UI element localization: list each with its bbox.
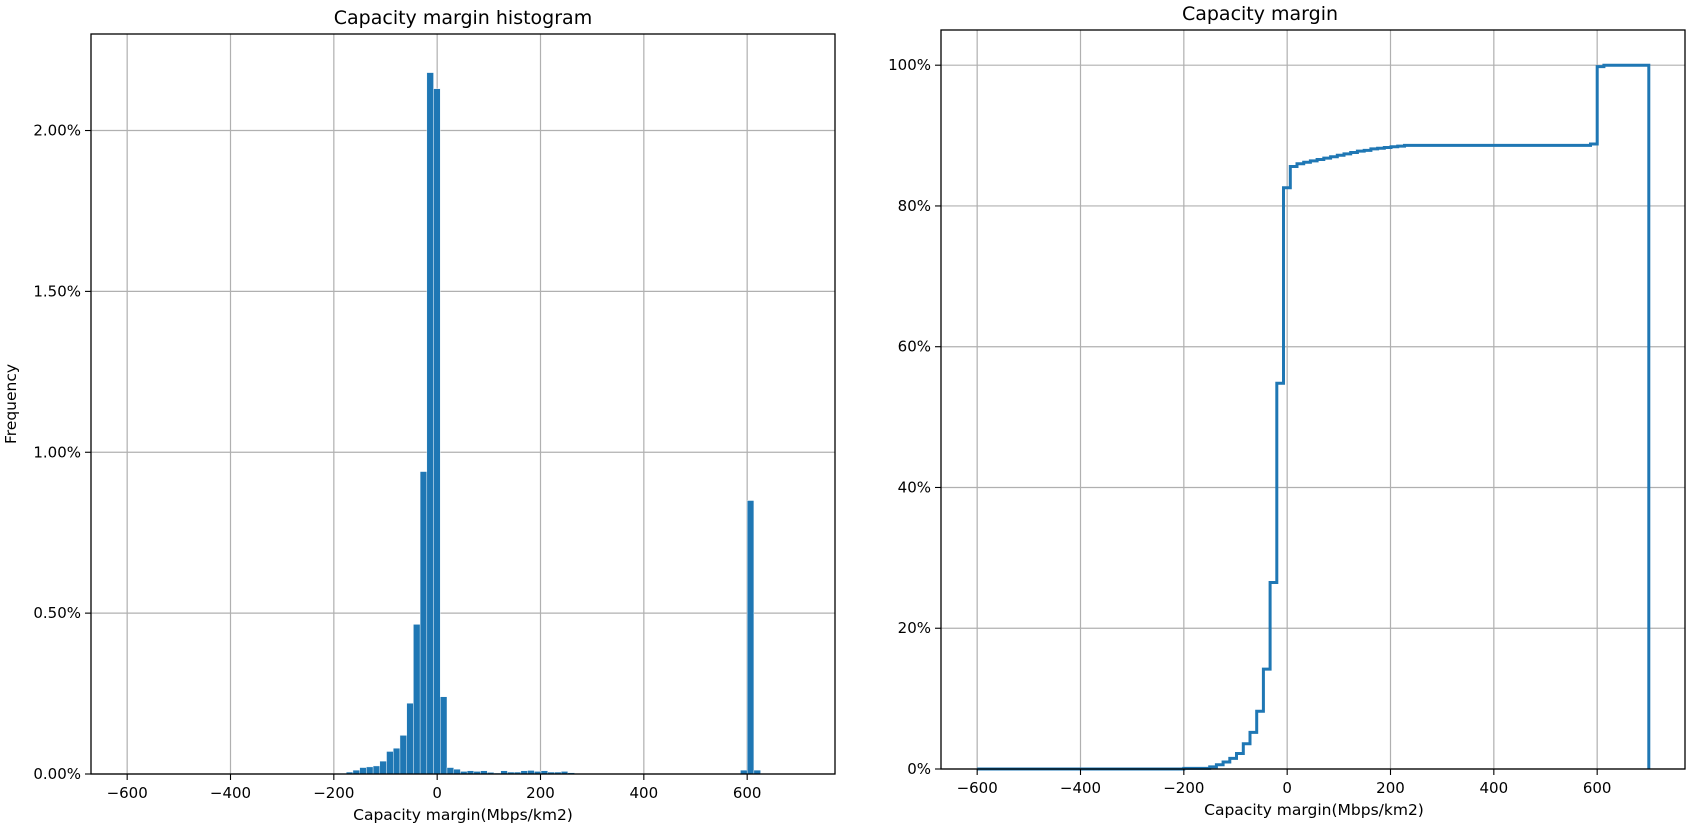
histogram-y-tick-label: 0.50% [33, 604, 81, 622]
cumulative-y-tick-label: 100% [888, 56, 931, 74]
histogram-panel: −600 −400 −200 0 200 400 600 0.00% 0.50% 1.00% 1.5… [2, 7, 836, 824]
cumulative-ticks: −600 −400 −200 0 200 400 600 0% 20% 40% 60% 80% 100% [888, 56, 1611, 797]
histogram-bar [372, 765, 381, 775]
histogram-bar [426, 72, 434, 775]
histogram-bar [386, 751, 394, 775]
cumulative-y-tick-label: 0% [907, 760, 931, 778]
histogram-x-tick-label: −200 [313, 784, 354, 802]
histogram-bar [366, 766, 374, 775]
cumulative-x-tick-label: −200 [1163, 779, 1204, 797]
histogram-bar [419, 471, 428, 775]
cumulative-panel: −600 −400 −200 0 200 400 600 0% 20% 40% 60% 80% 100%… [888, 3, 1686, 819]
histogram-x-tick-label: 600 [733, 784, 762, 802]
cumulative-y-tick-label: 40% [898, 478, 931, 496]
cumulative-x-tick-label: 200 [1376, 779, 1405, 797]
cumulative-title: Capacity margin [1182, 3, 1338, 25]
histogram-bar [746, 500, 755, 775]
histogram-bar [379, 760, 387, 775]
cumulative-plot-frame [940, 29, 1686, 770]
cumulative-x-tick-label: 600 [1583, 779, 1612, 797]
histogram-bar [399, 735, 407, 775]
histogram-y-tick-label: 0.00% [33, 765, 81, 783]
histogram-bar [406, 703, 414, 775]
histogram-x-tick-label: −600 [107, 784, 148, 802]
cumulative-y-tick-label: 20% [898, 619, 931, 637]
histogram-bar [440, 696, 448, 775]
histogram-bar [433, 88, 441, 775]
histogram-x-tick-label: 400 [630, 784, 659, 802]
histogram-y-axis-label: Frequency [2, 364, 20, 444]
histogram-bar [393, 748, 401, 775]
histogram-x-tick-label: −400 [210, 784, 251, 802]
histogram-title: Capacity margin histogram [334, 7, 592, 29]
histogram-ticks: −600 −400 −200 0 200 400 600 0.00% 0.50% 1.00% 1.5… [33, 122, 761, 802]
histogram-y-tick-label: 1.00% [33, 443, 81, 461]
histogram-y-tick-label: 2.00% [33, 122, 81, 140]
cumulative-x-tick-label: −400 [1060, 779, 1101, 797]
histogram-bar [413, 624, 421, 775]
cumulative-x-tick-label: −600 [957, 779, 998, 797]
histogram-x-tick-label: 200 [526, 784, 555, 802]
histogram-gridlines [91, 34, 835, 775]
histogram-bar [359, 767, 367, 775]
histogram-bars [339, 72, 761, 775]
histogram-x-axis-label: Capacity margin(Mbps/km2) [353, 806, 573, 824]
histogram-plot-frame [90, 33, 836, 775]
cumulative-x-axis-label: Capacity margin(Mbps/km2) [1204, 801, 1424, 819]
cumulative-y-tick-label: 80% [898, 197, 931, 215]
histogram-y-tick-label: 1.50% [33, 282, 81, 300]
cumulative-x-tick-label: 0 [1282, 779, 1292, 797]
histogram-bar [446, 767, 454, 775]
histogram-bar [453, 768, 461, 775]
histogram-x-tick-label: 0 [432, 784, 442, 802]
cumulative-step-line [977, 63, 1651, 771]
cumulative-y-tick-label: 60% [898, 338, 931, 356]
cumulative-x-tick-label: 400 [1480, 779, 1509, 797]
